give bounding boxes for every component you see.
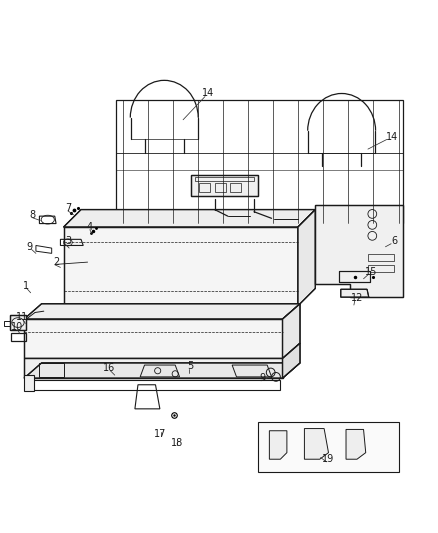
Text: 19: 19 [322,454,335,464]
Text: 4: 4 [87,222,93,232]
Polygon shape [24,359,283,378]
Text: 18: 18 [171,438,184,448]
Text: 12: 12 [351,293,363,303]
Polygon shape [64,209,315,227]
Text: 11: 11 [16,312,28,322]
Polygon shape [298,209,315,306]
Polygon shape [24,304,300,319]
Polygon shape [24,319,283,359]
Polygon shape [341,289,369,297]
Text: 15: 15 [365,267,378,277]
Text: 14: 14 [202,88,214,99]
Text: 14: 14 [386,132,398,142]
Text: 1: 1 [23,281,29,291]
Text: 8: 8 [30,210,36,220]
Polygon shape [315,205,403,297]
Polygon shape [283,343,300,378]
Text: 6: 6 [391,236,397,246]
Polygon shape [304,429,328,459]
Polygon shape [339,271,370,282]
Bar [258,422,399,472]
Polygon shape [283,304,300,359]
Text: 2: 2 [53,257,59,267]
Text: 5: 5 [187,361,194,372]
Polygon shape [24,375,34,391]
Text: 9: 9 [260,373,266,383]
Polygon shape [64,227,298,306]
Polygon shape [269,431,287,459]
Text: 7: 7 [65,203,71,213]
Polygon shape [24,363,300,378]
Polygon shape [10,314,26,330]
Polygon shape [191,174,258,197]
Text: 3: 3 [65,236,71,246]
Text: 10: 10 [11,322,23,332]
Text: 9: 9 [27,242,33,252]
Polygon shape [346,430,366,459]
Text: 16: 16 [103,363,116,373]
Text: 17: 17 [154,429,166,439]
